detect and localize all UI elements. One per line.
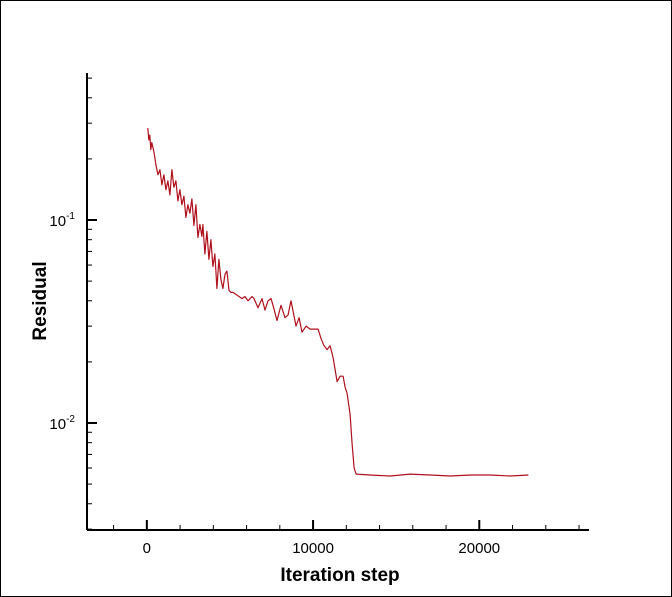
y-tick-label: 10-1 <box>49 211 75 230</box>
x-tick-label: 0 <box>143 540 151 557</box>
x-tick-label: 20000 <box>458 540 500 557</box>
plot-area <box>147 127 529 477</box>
x-axis-title: Iteration step <box>280 565 399 586</box>
x-tick-label: 10000 <box>292 540 334 557</box>
axes: 0 10000 20000 10-1 10-2 <box>49 73 589 557</box>
y-tick-label: 10-2 <box>49 414 75 433</box>
y-axis-title: Residual <box>30 261 51 340</box>
residual-line <box>147 127 529 477</box>
